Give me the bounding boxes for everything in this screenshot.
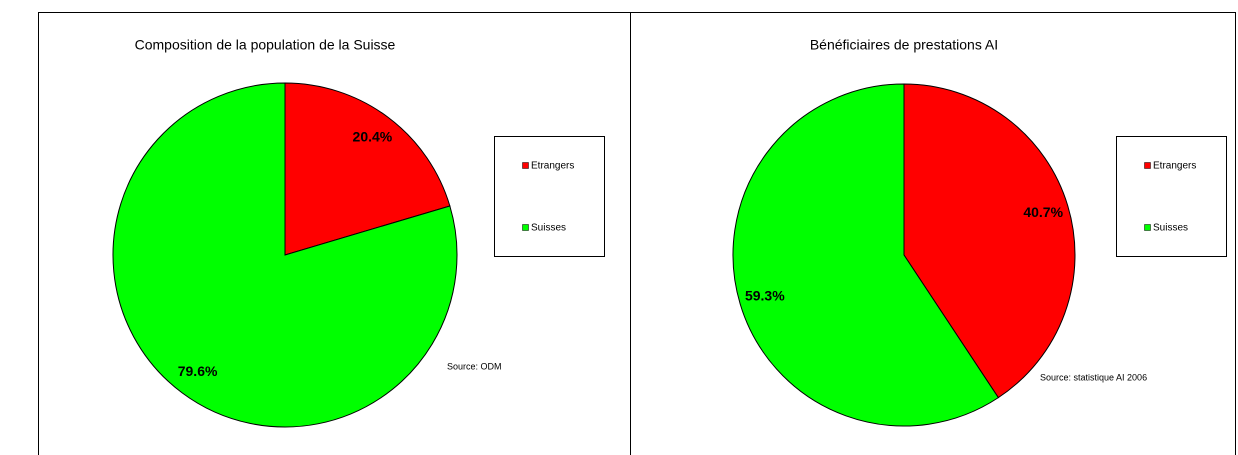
legend-label: Etrangers bbox=[531, 161, 574, 172]
legend-label: Suisses bbox=[531, 223, 566, 234]
legend-swatch bbox=[522, 224, 529, 231]
data-label: 40.7% bbox=[1023, 204, 1063, 220]
source-note: Source: statistique AI 2006 bbox=[1040, 372, 1147, 382]
legend-swatch bbox=[1144, 224, 1151, 231]
legend-box bbox=[494, 136, 605, 257]
legend-swatch bbox=[522, 162, 529, 169]
chart-title: Bénéficiaires de prestations AI bbox=[810, 37, 998, 53]
data-label: 59.3% bbox=[745, 288, 785, 304]
legend-box bbox=[1116, 136, 1227, 257]
pie-slice bbox=[732, 83, 1000, 427]
legend-label: Etrangers bbox=[1153, 161, 1196, 172]
chart-title: Composition de la population de la Suiss… bbox=[135, 37, 396, 53]
pie-slice bbox=[284, 82, 451, 256]
legend-label: Suisses bbox=[1153, 223, 1188, 234]
data-label: 20.4% bbox=[353, 129, 393, 145]
pie-slice bbox=[112, 82, 458, 428]
legend-swatch bbox=[1144, 162, 1151, 169]
data-label: 79.6% bbox=[178, 363, 218, 379]
source-note: Source: ODM bbox=[447, 361, 502, 371]
